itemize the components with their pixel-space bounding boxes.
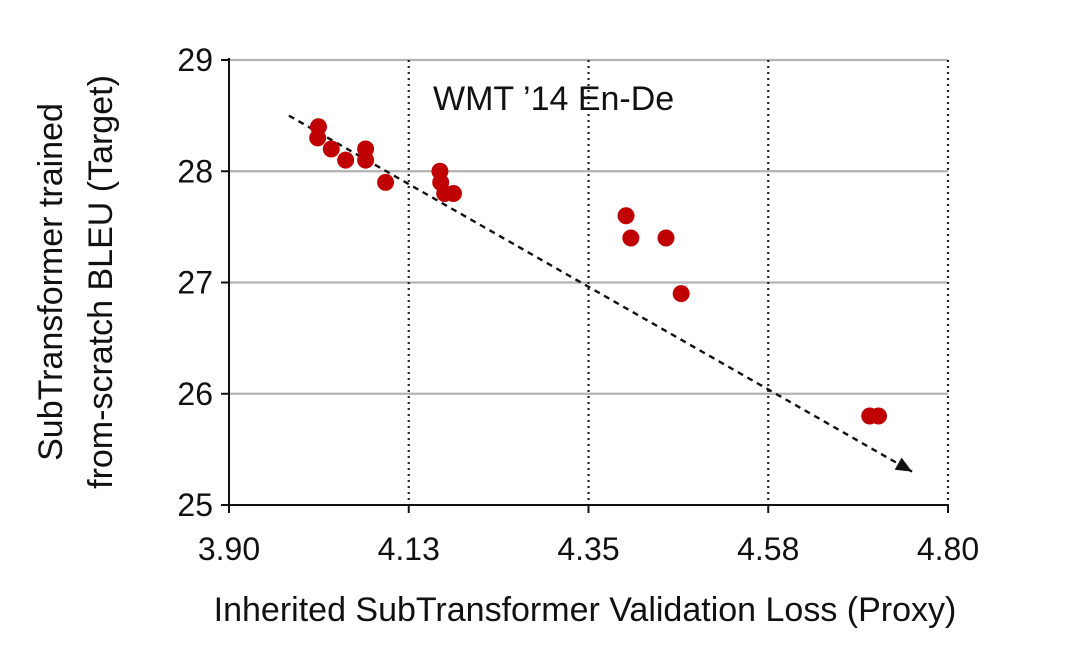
data-point	[357, 151, 375, 169]
data-point	[622, 229, 640, 247]
grid	[229, 58, 950, 505]
y-tick-label: 26	[177, 376, 213, 412]
x-tick-label: 4.35	[557, 531, 619, 567]
data-point	[337, 151, 355, 169]
y-tick-label: 27	[177, 265, 213, 301]
data-point	[672, 285, 690, 303]
data-point	[377, 173, 395, 191]
data-points	[309, 118, 887, 425]
data-point	[657, 229, 675, 247]
trend-dashed-line	[288, 114, 913, 473]
tick-labels: 25 26 27 28 29 3.90 4.13 4.35 4.58 4.80	[177, 42, 979, 567]
data-point	[869, 407, 887, 425]
trend-line	[288, 114, 913, 473]
y-tick-label: 25	[177, 487, 213, 523]
x-tick-label: 4.80	[917, 531, 979, 567]
data-point	[322, 140, 340, 158]
y-axis-title-line2: from-scratch BLEU (Target)	[82, 75, 120, 489]
x-tick-label: 3.90	[198, 531, 260, 567]
x-tick-label: 4.58	[737, 531, 799, 567]
data-point	[617, 207, 635, 225]
y-axis-title-line1: SubTransformer trained	[32, 103, 70, 461]
trend-arrowhead	[894, 457, 913, 472]
y-tick-label: 28	[177, 153, 213, 189]
dataset-annotation: WMT ’14 En-De	[433, 80, 674, 118]
y-tick-label: 29	[177, 42, 213, 78]
x-axis-title: Inherited SubTransformer Validation Loss…	[214, 591, 957, 629]
data-point	[309, 129, 327, 147]
x-tick-label: 4.13	[378, 531, 440, 567]
data-point	[444, 185, 462, 202]
